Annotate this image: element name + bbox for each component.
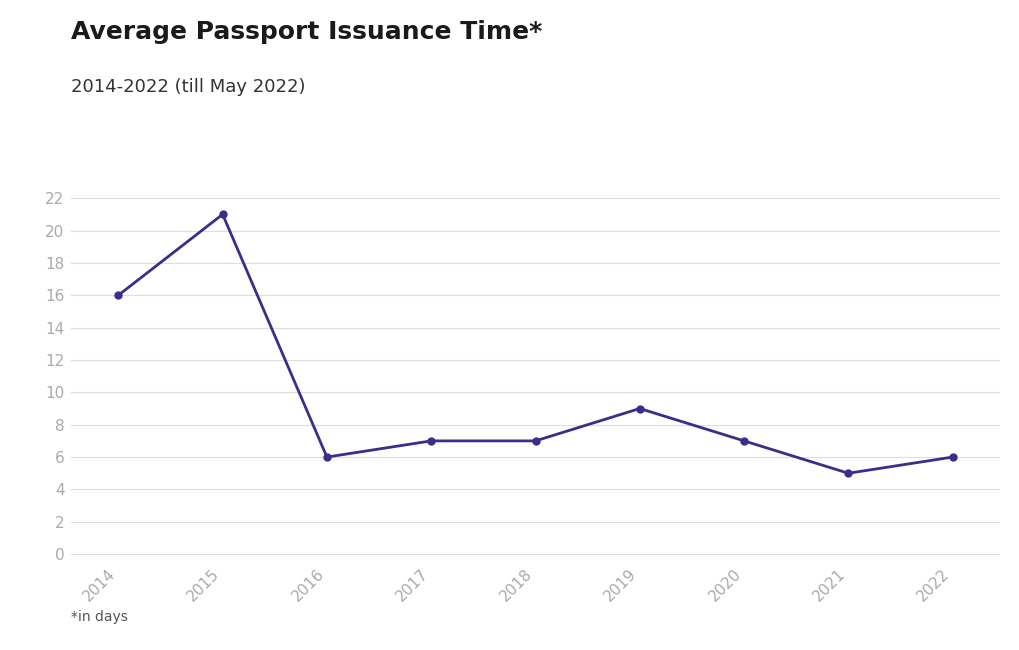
Text: FRONTLINE: FRONTLINE bbox=[875, 617, 964, 631]
Text: 2014-2022 (till May 2022): 2014-2022 (till May 2022) bbox=[71, 78, 306, 96]
Text: *in days: *in days bbox=[71, 610, 128, 624]
Text: Average Passport Issuance Time*: Average Passport Issuance Time* bbox=[71, 20, 542, 44]
